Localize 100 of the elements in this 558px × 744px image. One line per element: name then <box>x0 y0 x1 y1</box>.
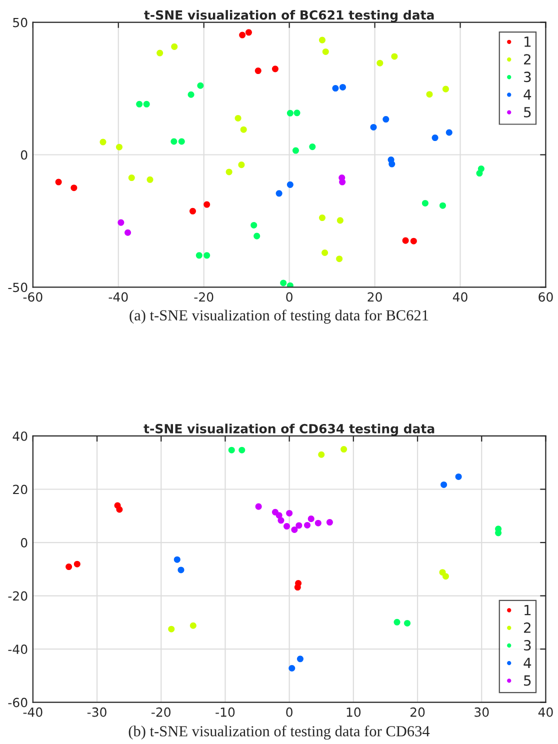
point <box>332 85 339 92</box>
legend-label: 2 <box>524 54 530 64</box>
point <box>426 91 433 98</box>
point <box>240 126 247 133</box>
point <box>309 144 316 150</box>
point <box>442 86 449 92</box>
x-tick-label: 30 <box>474 707 489 717</box>
point <box>66 564 72 570</box>
point <box>291 526 298 533</box>
point <box>70 184 78 192</box>
point <box>376 60 384 66</box>
point <box>128 174 135 182</box>
point <box>55 178 62 186</box>
point <box>118 219 124 226</box>
point <box>124 229 132 236</box>
point <box>280 280 287 286</box>
point <box>404 620 411 626</box>
point <box>272 66 278 72</box>
x-tick-label: 0 <box>286 707 292 717</box>
point <box>74 560 80 568</box>
point <box>314 520 322 526</box>
point <box>245 29 252 36</box>
point <box>188 91 194 98</box>
point <box>304 522 311 528</box>
point <box>322 48 329 55</box>
point <box>318 36 326 44</box>
point <box>478 166 484 172</box>
point <box>168 626 175 632</box>
point <box>296 656 304 662</box>
x-tick-label: 20 <box>368 292 382 302</box>
point <box>116 144 122 150</box>
point <box>286 181 294 188</box>
legend-label: 5 <box>524 107 531 118</box>
legend-label: 1 <box>524 36 531 47</box>
point <box>254 68 262 74</box>
chart-title: t-SNE visualization of BC621 testing data <box>144 10 434 22</box>
point <box>391 53 398 60</box>
y-tick-label: 40 <box>12 431 28 441</box>
legend-label: 5 <box>524 675 531 686</box>
point <box>288 664 296 672</box>
point <box>136 100 143 108</box>
point <box>410 238 417 244</box>
y-tick-label: -50 <box>8 282 28 292</box>
point <box>156 50 164 56</box>
point <box>292 147 299 154</box>
point <box>296 522 302 529</box>
legend-label: 4 <box>524 658 532 668</box>
point <box>422 200 428 206</box>
y-tick-label: 50 <box>13 18 28 28</box>
point <box>318 214 326 222</box>
point <box>190 622 196 629</box>
point <box>394 618 400 626</box>
point <box>439 569 446 576</box>
point <box>143 100 150 108</box>
point <box>114 502 121 509</box>
y-tick-label: -20 <box>8 591 28 601</box>
point <box>370 124 377 130</box>
point <box>228 446 235 454</box>
text: (a) t-SNE visualization of testing data for BC621 <box>130 310 428 324</box>
point <box>189 208 196 214</box>
point <box>204 201 210 208</box>
y-tick-label: 0 <box>20 150 28 160</box>
point <box>439 202 446 209</box>
point <box>336 256 343 262</box>
point <box>178 566 184 574</box>
point <box>278 517 284 524</box>
point <box>308 516 314 522</box>
text: (b) t-SNE visualization of testing data for CD634 <box>128 725 430 740</box>
point <box>440 481 448 488</box>
point <box>276 190 282 197</box>
point <box>197 82 204 89</box>
x-tick-label: -30 <box>87 707 106 717</box>
point <box>238 162 245 168</box>
point <box>178 138 185 145</box>
point <box>171 43 178 50</box>
point <box>174 556 180 563</box>
point <box>286 110 294 116</box>
x-tick-label: -20 <box>194 292 214 302</box>
point <box>336 217 344 224</box>
point <box>295 580 302 587</box>
point <box>318 451 325 458</box>
legend-label: 3 <box>524 640 531 651</box>
legend-label: 4 <box>524 89 532 100</box>
legend-label: 2 <box>524 622 530 633</box>
point <box>382 116 390 123</box>
x-tick-label: 10 <box>346 707 361 717</box>
point <box>286 510 293 516</box>
point <box>388 156 394 164</box>
point <box>254 232 260 240</box>
point <box>286 282 294 288</box>
point <box>284 523 290 530</box>
point <box>340 446 348 453</box>
x-tick-label: 40 <box>452 292 468 302</box>
point <box>146 176 154 183</box>
point <box>170 138 178 145</box>
y-tick-label: 20 <box>13 484 28 494</box>
point <box>226 168 232 176</box>
point <box>455 473 462 480</box>
x-tick-label: 40 <box>538 707 553 717</box>
point <box>294 110 300 116</box>
